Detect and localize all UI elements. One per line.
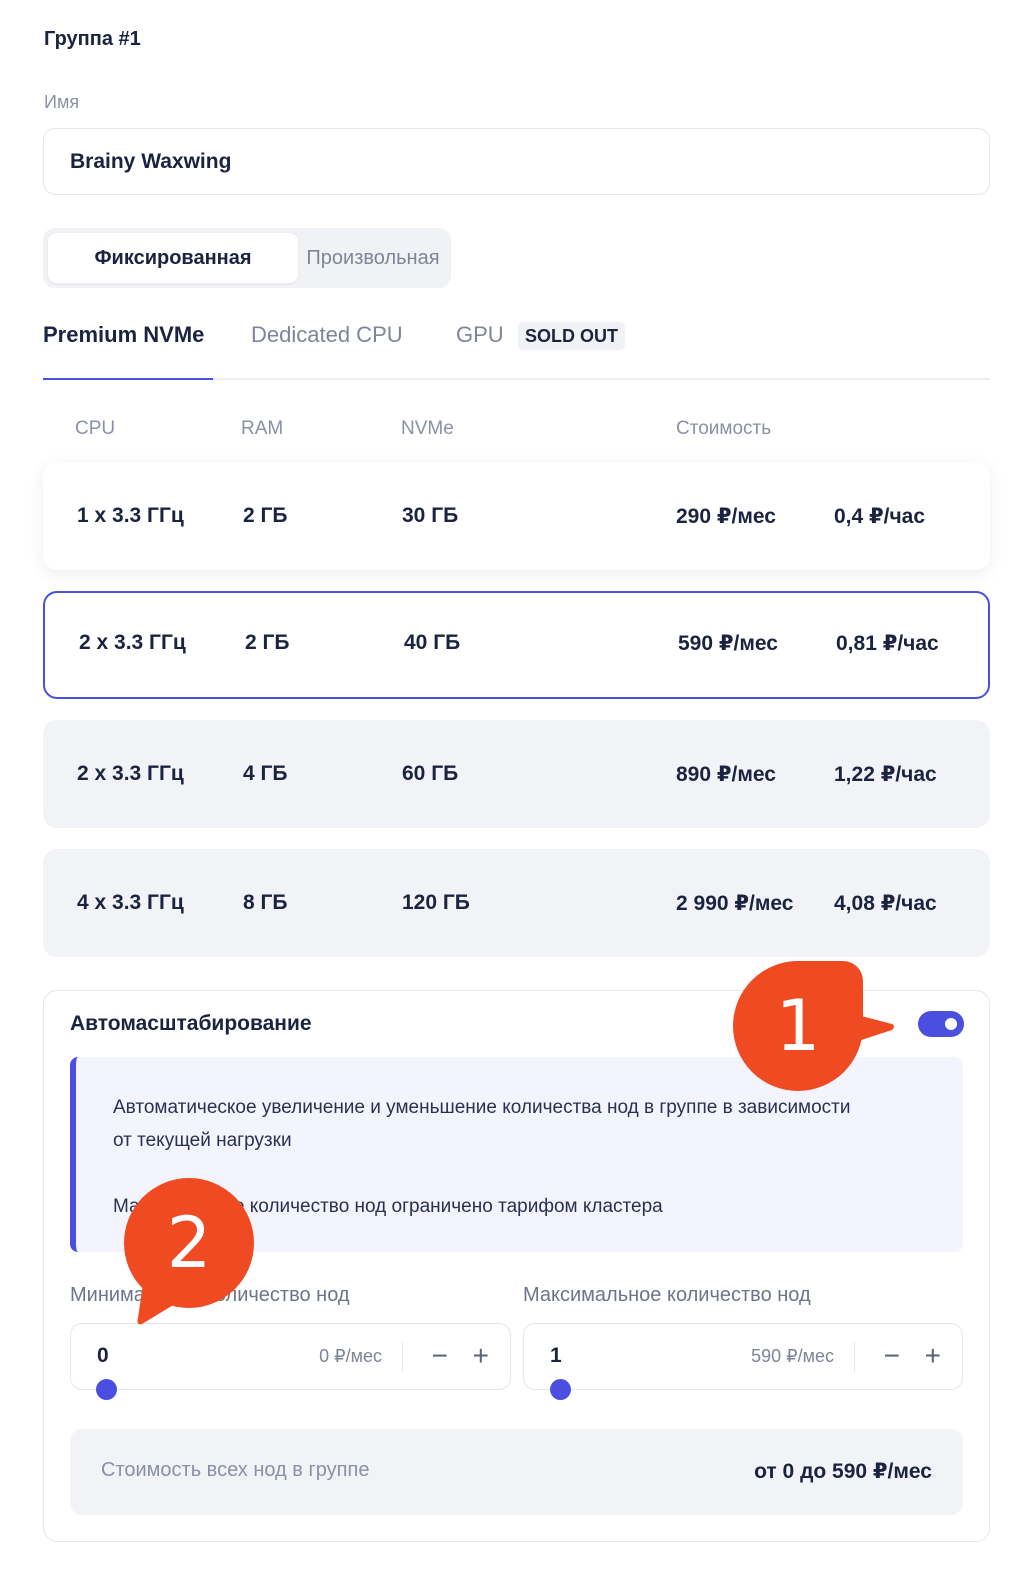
total-cost-value: от 0 до 590 ₽/мес <box>754 1460 932 1483</box>
tab-dedicated-cpu[interactable]: Dedicated CPU <box>251 322 403 347</box>
max-nodes-label: Максимальное количество нод <box>523 1284 811 1306</box>
cell-nvme: 120 ГБ <box>402 891 470 914</box>
max-decrement-button[interactable]: − <box>883 1340 900 1371</box>
stepper-divider <box>402 1342 403 1372</box>
mode-custom-option[interactable]: Произвольная <box>306 246 440 269</box>
autoscaling-toggle[interactable] <box>918 1011 964 1037</box>
tab-premium-nvme[interactable]: Premium NVMe <box>43 322 205 347</box>
cell-ram: 2 ГБ <box>243 504 288 527</box>
header-ram: RAM <box>241 418 284 439</box>
min-slider-handle[interactable] <box>96 1379 117 1400</box>
min-nodes-value[interactable]: 0 <box>97 1344 109 1367</box>
total-cost-label: Стоимость всех нод в группе <box>101 1459 370 1481</box>
header-cpu: CPU <box>75 418 116 439</box>
max-slider-handle[interactable] <box>550 1379 571 1400</box>
max-nodes-stepper: 1 590 ₽/мес − + <box>523 1323 963 1390</box>
cell-ram: 8 ГБ <box>243 891 288 914</box>
cell-cpu: 2 x 3.3 ГГц <box>79 631 186 654</box>
cell-price-month: 290 ₽/мес <box>676 504 776 528</box>
tab-active-underline <box>43 378 213 380</box>
total-cost-box: Стоимость всех нод в группе от 0 до 590 … <box>70 1429 963 1515</box>
stepper-divider <box>854 1342 855 1372</box>
min-increment-button[interactable]: + <box>472 1340 489 1371</box>
sold-out-badge: SOLD OUT <box>518 322 625 350</box>
cell-cpu: 1 x 3.3 ГГц <box>77 504 184 527</box>
cell-nvme: 30 ГБ <box>402 504 459 527</box>
cell-price-month: 2 990 ₽/мес <box>676 891 794 915</box>
mode-fixed-option[interactable]: Фиксированная <box>48 233 298 283</box>
min-decrement-button[interactable]: − <box>431 1340 448 1371</box>
cell-cpu: 4 x 3.3 ГГц <box>77 891 184 914</box>
max-nodes-value[interactable]: 1 <box>550 1344 562 1367</box>
info-text-1: Автоматическое увеличение и уменьшение к… <box>113 1097 851 1151</box>
min-nodes-stepper: 0 0 ₽/мес − + <box>70 1323 511 1390</box>
cell-ram: 2 ГБ <box>245 631 290 654</box>
toggle-knob <box>945 1018 957 1030</box>
group-title: Группа #1 <box>44 28 141 50</box>
cell-cpu: 2 x 3.3 ГГц <box>77 762 184 785</box>
cell-nvme: 60 ГБ <box>402 762 459 785</box>
annotation-marker-2: 2 <box>124 1178 254 1308</box>
plan-row[interactable]: 2 x 3.3 ГГц 4 ГБ 60 ГБ 890 ₽/мес 1,22 ₽/… <box>43 720 990 828</box>
cell-price-hour: 0,4 ₽/час <box>834 504 926 528</box>
cell-price-month: 590 ₽/мес <box>678 631 778 655</box>
autoscaling-title: Автомасштабирование <box>70 1012 312 1035</box>
cell-ram: 4 ГБ <box>243 762 288 785</box>
plan-row-selected[interactable]: 2 x 3.3 ГГц 2 ГБ 40 ГБ 590 ₽/мес 0,81 ₽/… <box>43 591 990 699</box>
tab-gpu[interactable]: GPU <box>456 322 504 347</box>
max-nodes-price: 590 ₽/мес <box>751 1346 834 1366</box>
plan-row[interactable]: 1 x 3.3 ГГц 2 ГБ 30 ГБ 290 ₽/мес 0,4 ₽/ч… <box>43 462 990 570</box>
plan-row[interactable]: 4 x 3.3 ГГц 8 ГБ 120 ГБ 2 990 ₽/мес 4,08… <box>43 849 990 957</box>
cell-price-hour: 4,08 ₽/час <box>834 891 937 915</box>
plan-tabs: Premium NVMe Dedicated CPU GPU <box>43 318 990 380</box>
min-nodes-price: 0 ₽/мес <box>319 1346 382 1366</box>
header-nvme: NVMe <box>401 418 454 439</box>
max-increment-button[interactable]: + <box>924 1340 941 1371</box>
cell-price-hour: 1,22 ₽/час <box>834 762 937 786</box>
cell-price-month: 890 ₽/мес <box>676 762 776 786</box>
mode-switch: Фиксированная Произвольная <box>43 228 451 288</box>
cell-price-hour: 0,81 ₽/час <box>836 631 939 655</box>
name-input[interactable] <box>43 128 990 195</box>
header-cost: Стоимость <box>676 418 772 439</box>
annotation-marker-1: 1 <box>733 961 863 1091</box>
info-text-2: Максимальное количество нод ограничено т… <box>113 1196 663 1217</box>
name-label: Имя <box>44 92 80 112</box>
cell-nvme: 40 ГБ <box>404 631 461 654</box>
